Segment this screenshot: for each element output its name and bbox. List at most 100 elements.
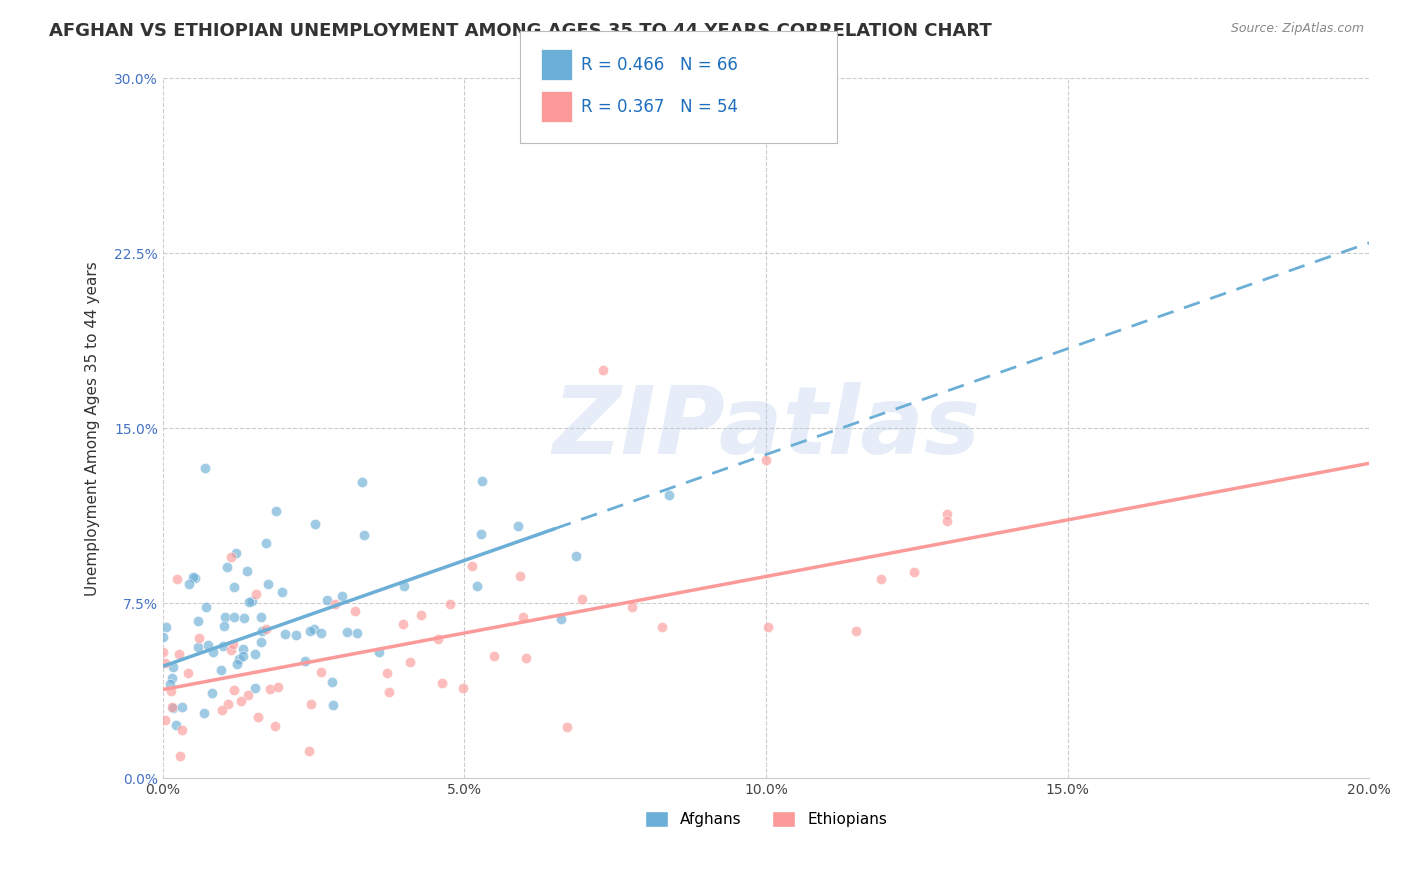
Point	[257, 576, 280, 591]
Point	[936, 514, 959, 528]
Point	[651, 620, 673, 634]
Point	[471, 475, 494, 489]
Point	[903, 565, 925, 579]
Point	[394, 579, 416, 593]
Point	[214, 618, 236, 632]
Point	[936, 507, 959, 521]
Point	[250, 624, 273, 638]
Point	[343, 605, 366, 619]
Point	[755, 453, 778, 467]
Point	[294, 654, 316, 668]
Point	[302, 622, 325, 636]
Point	[232, 642, 254, 657]
Point	[592, 363, 614, 377]
Text: AFGHAN VS ETHIOPIAN UNEMPLOYMENT AMONG AGES 35 TO 44 YEARS CORRELATION CHART: AFGHAN VS ETHIOPIAN UNEMPLOYMENT AMONG A…	[49, 22, 993, 40]
Point	[453, 681, 475, 695]
Point	[217, 697, 239, 711]
Point	[246, 710, 269, 724]
Point	[315, 592, 337, 607]
Point	[250, 609, 273, 624]
Point	[756, 620, 779, 634]
Point	[330, 589, 353, 603]
Legend: Afghans, Ethiopians: Afghans, Ethiopians	[638, 805, 893, 833]
Point	[187, 632, 209, 646]
Point	[242, 593, 264, 607]
Point	[273, 627, 295, 641]
Point	[222, 580, 245, 594]
Point	[470, 527, 492, 541]
Point	[160, 671, 183, 685]
Point	[509, 568, 531, 582]
Point	[555, 720, 578, 734]
Point	[152, 645, 174, 659]
Point	[170, 700, 193, 714]
Point	[219, 643, 242, 657]
Point	[194, 599, 217, 614]
Point	[245, 647, 267, 661]
Point	[222, 637, 245, 651]
Point	[323, 597, 346, 611]
Point	[238, 594, 260, 608]
Point	[209, 664, 232, 678]
Point	[225, 546, 247, 560]
Point	[285, 627, 308, 641]
Point	[194, 461, 217, 475]
Point	[193, 706, 215, 720]
Point	[232, 648, 254, 663]
Point	[221, 550, 243, 565]
Point	[215, 560, 238, 574]
Point	[550, 612, 572, 626]
Point	[224, 682, 246, 697]
Point	[264, 719, 287, 733]
Point	[368, 645, 391, 659]
Point	[621, 600, 644, 615]
Point	[321, 674, 343, 689]
Point	[211, 702, 233, 716]
Point	[201, 685, 224, 699]
Point	[228, 651, 250, 665]
Point	[322, 698, 344, 712]
Point	[152, 630, 174, 644]
Point	[187, 614, 209, 628]
Point	[267, 680, 290, 694]
Point	[409, 608, 432, 623]
Point	[222, 609, 245, 624]
Point	[259, 682, 281, 697]
Point	[391, 617, 413, 632]
Point	[214, 609, 236, 624]
Point	[658, 488, 681, 502]
Point	[512, 609, 534, 624]
Point	[304, 516, 326, 531]
Point	[159, 677, 181, 691]
Point	[432, 675, 454, 690]
Point	[271, 585, 294, 599]
Point	[167, 647, 190, 661]
Point	[159, 684, 181, 698]
Y-axis label: Unemployment Among Ages 35 to 44 years: Unemployment Among Ages 35 to 44 years	[86, 261, 100, 596]
Point	[155, 656, 177, 670]
Point	[243, 681, 266, 695]
Text: Source: ZipAtlas.com: Source: ZipAtlas.com	[1230, 22, 1364, 36]
Point	[254, 536, 277, 550]
Point	[399, 655, 422, 669]
Point	[845, 624, 868, 639]
Point	[235, 564, 257, 578]
Point	[169, 748, 191, 763]
Point	[378, 685, 401, 699]
Point	[177, 665, 200, 680]
Point	[353, 528, 375, 542]
Text: R = 0.367   N = 54: R = 0.367 N = 54	[581, 98, 738, 116]
Point	[162, 660, 184, 674]
Point	[225, 657, 247, 672]
Point	[439, 598, 461, 612]
Point	[375, 666, 398, 681]
Point	[515, 651, 537, 665]
Point	[254, 622, 277, 636]
Point	[165, 718, 187, 732]
Point	[346, 626, 368, 640]
Point	[201, 645, 224, 659]
Point	[465, 579, 488, 593]
Point	[238, 688, 260, 702]
Point	[298, 744, 321, 758]
Point	[299, 697, 322, 711]
